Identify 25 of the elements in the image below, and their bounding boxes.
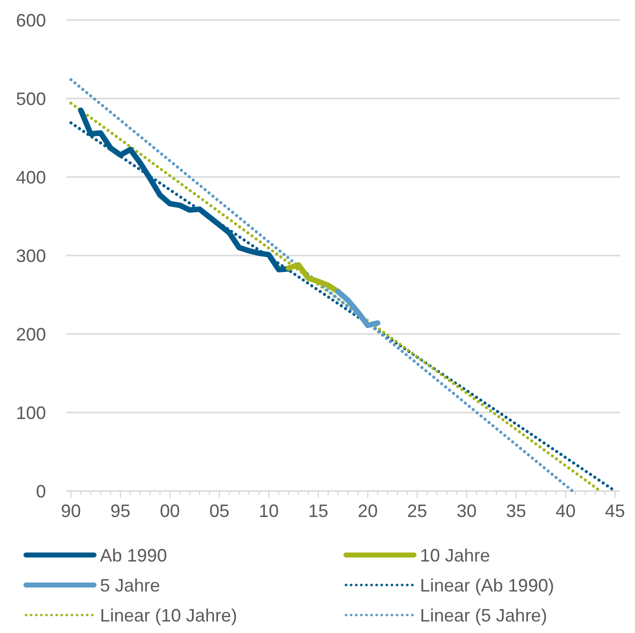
y-tick-label: 500 bbox=[16, 88, 46, 109]
x-tick-label: 20 bbox=[358, 501, 378, 521]
x-tick-label: 00 bbox=[160, 501, 180, 521]
x-tick-label: 15 bbox=[308, 501, 328, 521]
y-tick-label: 400 bbox=[16, 167, 46, 188]
legend-label: Linear (5 Jahre) bbox=[420, 605, 548, 626]
x-tick-label: 90 bbox=[60, 501, 81, 521]
x-tick-label: 25 bbox=[407, 501, 428, 521]
x-tick-label: 95 bbox=[110, 501, 130, 521]
x-tick-label: 35 bbox=[506, 501, 526, 521]
legend-label: 10 Jahre bbox=[420, 545, 490, 566]
y-tick-label: 200 bbox=[16, 324, 46, 344]
x-tick-label: 05 bbox=[209, 501, 230, 521]
y-tick-label: 600 bbox=[16, 10, 46, 30]
x-tick-label: 30 bbox=[456, 501, 477, 521]
y-tick-label: 0 bbox=[36, 481, 46, 502]
legend-label: 5 Jahre bbox=[100, 575, 160, 596]
y-tick-label: 100 bbox=[16, 402, 46, 423]
x-tick-label: 45 bbox=[605, 501, 626, 521]
legend-label: Linear (10 Jahre) bbox=[100, 605, 238, 626]
legend-label: Linear (Ab 1990) bbox=[420, 575, 554, 596]
legend-label: Ab 1990 bbox=[100, 545, 168, 566]
x-tick-label: 10 bbox=[258, 501, 279, 521]
y-tick-label: 300 bbox=[16, 246, 46, 266]
x-tick-label: 40 bbox=[556, 501, 576, 521]
